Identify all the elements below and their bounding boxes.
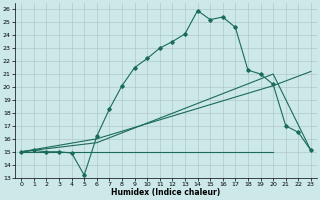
X-axis label: Humidex (Indice chaleur): Humidex (Indice chaleur) — [111, 188, 221, 197]
